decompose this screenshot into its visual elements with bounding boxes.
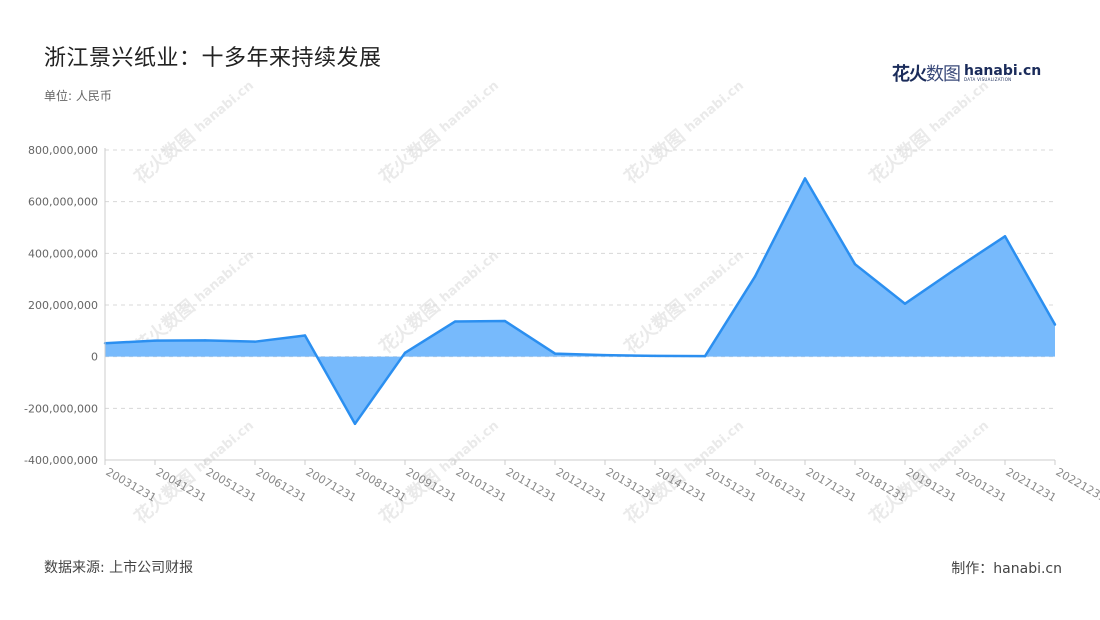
y-tick-label: 600,000,000 xyxy=(28,196,98,209)
logo-en-sub: DATA VISUALIZATION xyxy=(964,77,1012,82)
logo-cn-a: 花火 xyxy=(892,64,927,85)
x-tick-label: 20161231 xyxy=(754,465,809,504)
data-point xyxy=(153,339,157,342)
y-tick-label: -200,000,000 xyxy=(24,402,98,415)
area-fill xyxy=(105,178,1055,424)
watermark-cn: 花火数图 xyxy=(130,125,199,188)
data-point xyxy=(353,422,357,426)
data-point xyxy=(253,340,257,343)
data-point xyxy=(1003,235,1007,238)
x-tick-label: 20131231 xyxy=(604,465,659,504)
data-point xyxy=(453,320,457,323)
x-tick-label: 20101231 xyxy=(454,465,509,504)
watermark-en: hanabi.cn xyxy=(437,78,502,136)
watermark-cn: 花火数图 xyxy=(620,295,689,358)
data-point xyxy=(703,354,707,358)
x-tick-label: 20071231 xyxy=(304,465,359,504)
data-point xyxy=(303,334,307,337)
watermark-en: hanabi.cn xyxy=(192,78,257,136)
grid-layer xyxy=(105,149,1055,409)
watermark-en: hanabi.cn xyxy=(192,248,257,306)
data-point xyxy=(1053,323,1057,326)
data-point xyxy=(753,275,757,278)
watermark-en: hanabi.cn xyxy=(682,78,747,136)
data-point xyxy=(503,319,507,323)
logo-cn-text: 花火数图 xyxy=(892,60,961,86)
x-tick-label: 20211231 xyxy=(1004,465,1059,504)
watermark-en: hanabi.cn xyxy=(682,248,747,306)
data-point xyxy=(203,339,207,342)
x-tick-label: 20081231 xyxy=(354,465,409,504)
logo-en-text: hanabi.cn xyxy=(964,63,1042,79)
data-point xyxy=(903,302,907,305)
chart-title: 浙江景兴纸业：十多年来持续发展 xyxy=(44,46,382,71)
y-tick-label: 0 xyxy=(91,351,98,364)
credit-label: 制作：hanabi.cn xyxy=(951,561,1062,577)
y-tick-label: 800,000,000 xyxy=(28,144,98,157)
logo-cn-b: 数图 xyxy=(926,64,961,85)
logo-en: hanabi.cn DATA VISUALIZATION xyxy=(964,64,1041,82)
data-point xyxy=(553,352,557,355)
y-tick-label: -400,000,000 xyxy=(24,454,98,467)
x-tick-label: 20111231 xyxy=(504,465,559,504)
watermark-cn: 花火数图 xyxy=(865,125,934,188)
watermark-cn: 花火数图 xyxy=(375,125,444,188)
area-layer xyxy=(103,177,1057,426)
series-line xyxy=(104,177,1057,426)
watermark-en: hanabi.cn xyxy=(437,418,502,476)
watermark-en: hanabi.cn xyxy=(192,418,257,476)
data-point xyxy=(603,353,607,357)
watermark-en: hanabi.cn xyxy=(437,248,502,306)
data-point xyxy=(803,177,807,180)
x-tick-label: 20031231 xyxy=(104,465,159,504)
x-tick-label: 20221231 xyxy=(1054,465,1100,504)
data-source: 数据来源: 上市公司财报 xyxy=(44,560,194,576)
watermark-cn: 花火数图 xyxy=(620,125,689,188)
x-tick-label: 20121231 xyxy=(554,465,609,504)
data-point xyxy=(403,351,407,354)
data-point xyxy=(653,354,657,358)
x-tick-label: 20171231 xyxy=(804,465,859,504)
x-tick-label: 20151231 xyxy=(704,465,759,504)
brand-logo: 花火数图 hanabi.cn DATA VISUALIZATION xyxy=(892,60,1041,86)
y-tick-label: 200,000,000 xyxy=(28,299,98,312)
unit-label: 单位: 人民币 xyxy=(44,89,112,103)
data-point xyxy=(853,262,857,266)
x-tick-label: 20061231 xyxy=(254,465,309,504)
y-tick-label: 400,000,000 xyxy=(28,247,98,260)
data-point xyxy=(953,268,957,271)
watermark-en: hanabi.cn xyxy=(927,78,992,136)
x-tick-label: 20051231 xyxy=(204,465,259,504)
x-tick-label: 20201231 xyxy=(954,465,1009,504)
